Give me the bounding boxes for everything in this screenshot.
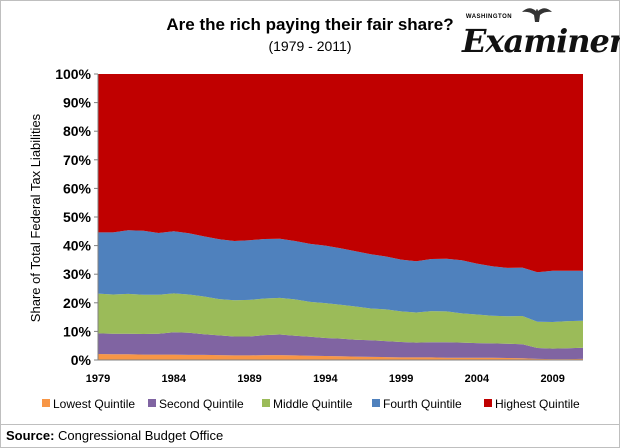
legend-item-highest-quintile: Highest Quintile (484, 397, 580, 411)
area-fourth-quintile (98, 230, 583, 322)
x-tick-label: 1999 (389, 373, 413, 385)
chart-title: Are the rich paying their fair share? (166, 15, 454, 34)
legend-swatch (148, 399, 156, 407)
y-tick-label: 50% (63, 209, 92, 225)
y-tick-label: 20% (63, 295, 92, 311)
y-tick-label: 30% (63, 266, 92, 282)
x-tick-label: 1989 (237, 373, 261, 385)
legend: Lowest Quintile Second Quintile Middle Qui… (42, 397, 580, 411)
area-layers (98, 74, 583, 360)
area-lowest-quintile (98, 354, 583, 360)
logo-top-text: WASHINGTON (465, 14, 513, 20)
x-tick-label: 2004 (465, 373, 490, 385)
legend-item-lowest-quintile: Lowest Quintile (42, 397, 135, 411)
legend-label: Second Quintile (159, 397, 244, 411)
x-tick-labels: 1979 1984 1989 1994 1999 2004 2009 (86, 373, 565, 385)
source-label: Source: (6, 428, 55, 443)
source-note: Source: Congressional Budget Office (6, 428, 223, 443)
y-tick-label: 0% (71, 352, 92, 368)
y-tick-label: 90% (63, 95, 92, 111)
legend-swatch (42, 399, 50, 407)
legend-swatch (484, 399, 492, 407)
source-divider (0, 424, 620, 425)
legend-label: Lowest Quintile (53, 397, 135, 411)
y-tick-label: 10% (63, 323, 92, 339)
legend-item-middle-quintile: Middle Quintile (262, 397, 353, 411)
y-tick-label: 70% (63, 152, 92, 168)
axes (94, 73, 583, 361)
legend-swatch (372, 399, 380, 407)
y-tick-labels: 0% 10% 20% 30% 40% 50% 60% 70% 80% 90% 100% (55, 66, 91, 368)
area-highest-quintile (98, 74, 583, 273)
chart-subtitle: (1979 - 2011) (268, 38, 352, 54)
source-text: Congressional Budget Office (58, 428, 224, 443)
legend-label: Highest Quintile (495, 397, 580, 411)
legend-label: Fourth Quintile (383, 397, 462, 411)
y-tick-label: 100% (55, 66, 91, 82)
y-tick-label: 40% (63, 238, 92, 254)
eagle-icon (522, 8, 552, 22)
legend-label: Middle Quintile (273, 397, 353, 411)
area-middle-quintile (98, 293, 583, 349)
stacked-area-chart: 0%10%20%30%40%50%60%70%80%90%100% 1979 19… (28, 66, 583, 411)
x-tick-label: 1984 (162, 373, 187, 385)
area-second-quintile (98, 332, 583, 360)
y-tick-label: 60% (63, 180, 92, 196)
logo-wordmark: Examiner (462, 22, 620, 60)
y-tick-label: 80% (63, 123, 92, 139)
x-tick-label: 2009 (540, 373, 564, 385)
y-axis-label: Share of Total Federal Tax Liabilities (28, 113, 43, 322)
legend-item-second-quintile: Second Quintile (148, 397, 244, 411)
legend-swatch (262, 399, 270, 407)
legend-item-fourth-quintile: Fourth Quintile (372, 397, 462, 411)
washington-examiner-logo: WASHINGTON Examiner (462, 4, 620, 60)
x-tick-label: 1979 (86, 373, 110, 385)
x-tick-label: 1994 (313, 373, 338, 385)
